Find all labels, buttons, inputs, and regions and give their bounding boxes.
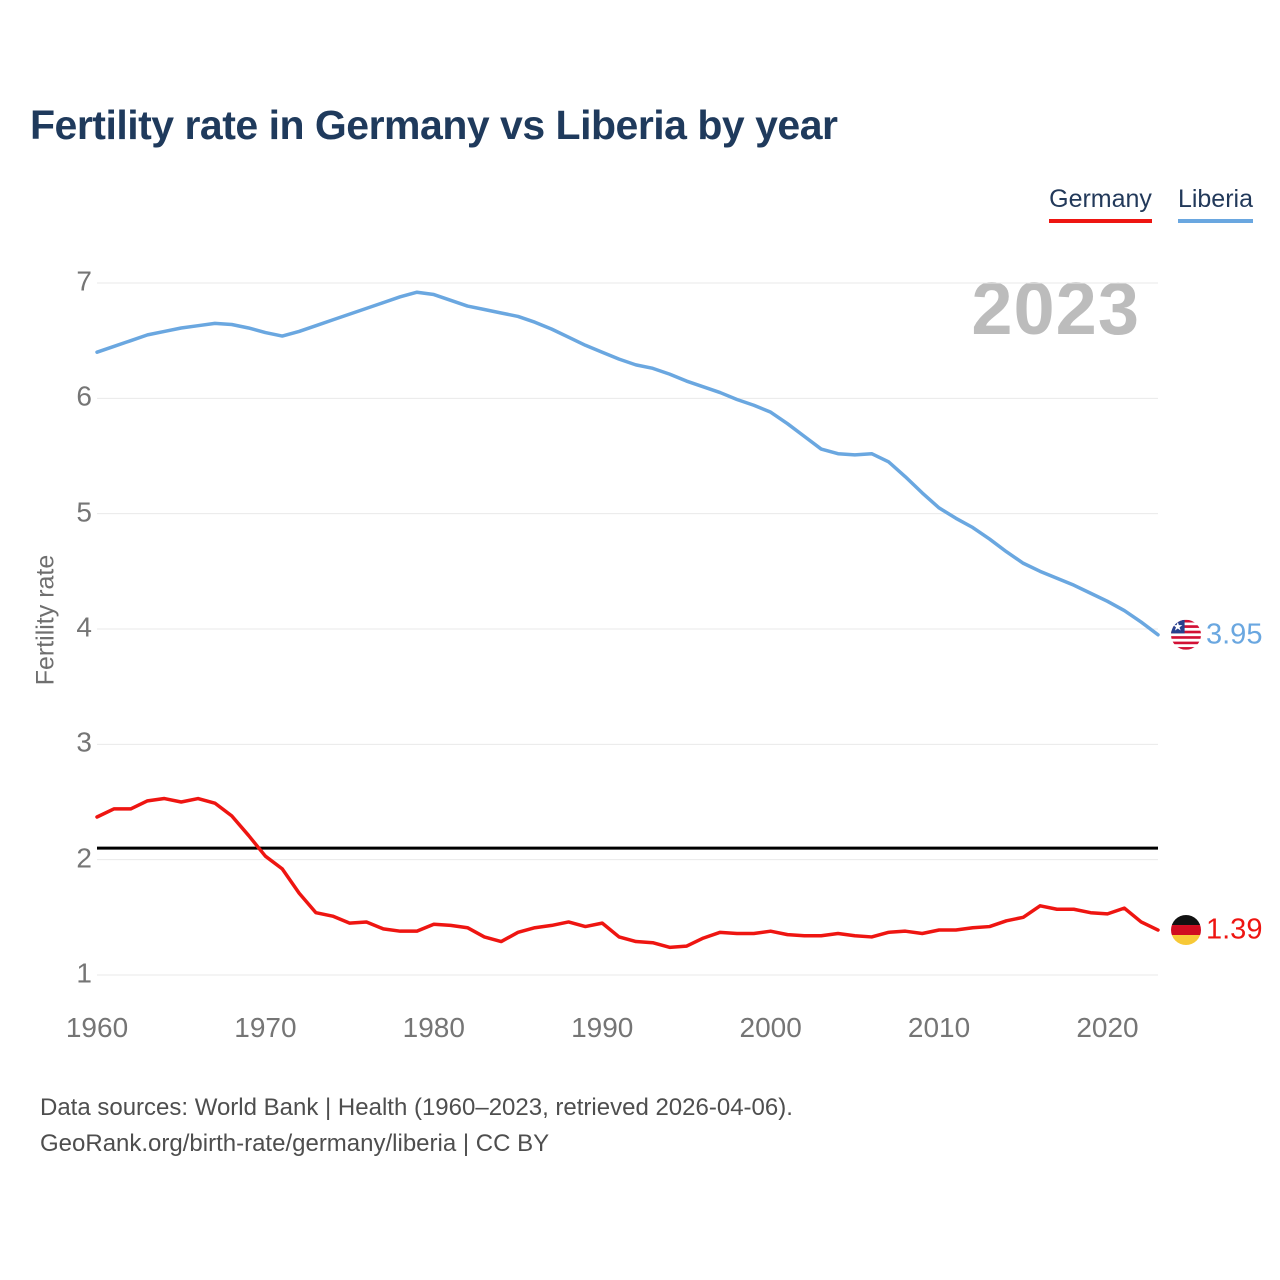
y-tick-label: 6 [76,381,92,413]
x-tick-label: 2010 [907,1012,971,1043]
legend-item-liberia[interactable]: Liberia [1177,185,1253,223]
y-tick-label: 7 [76,265,92,297]
series-line-germany[interactable] [95,796,1160,950]
series-layer [95,290,1160,950]
x-tick-label: 1990 [571,1012,634,1043]
grid-layer [97,282,1158,976]
series-line-liberia[interactable] [95,290,1160,637]
svg-text:★: ★ [1172,620,1183,634]
x-tick-label: 2020 [1076,1012,1139,1043]
watermark-year: 2023 [971,267,1140,350]
x-tick-label: 1960 [65,1012,129,1043]
y-tick-label: 2 [76,842,92,874]
legend: Germany Liberia [1049,185,1253,223]
x-tick-label: 1970 [234,1012,297,1043]
x-tick-label: 2000 [739,1012,802,1043]
liberia-flag-icon: ★ [1171,619,1201,650]
y-tick-label: 1 [76,957,92,989]
y-tick-label: 4 [76,611,92,643]
attribution-line: GeoRank.org/birth-rate/germany/liberia |… [40,1130,550,1157]
legend-item-germany[interactable]: Germany [1049,185,1152,223]
germany-flag-icon [1171,915,1201,946]
x-tick-label: 1980 [402,1012,465,1043]
y-tick-label: 5 [76,496,92,528]
germany-end-value-label: 1.39 [1206,913,1263,946]
data-sources-line: Data sources: World Bank | Health (1960–… [40,1094,793,1121]
page-title: Fertility rate in Germany vs Liberia by … [30,102,838,148]
liberia-end-value-label: 3.95 [1206,618,1263,651]
y-tick-label: 3 [76,727,92,759]
source-footer: Data sources: World Bank | Health (1960–… [40,1090,793,1162]
